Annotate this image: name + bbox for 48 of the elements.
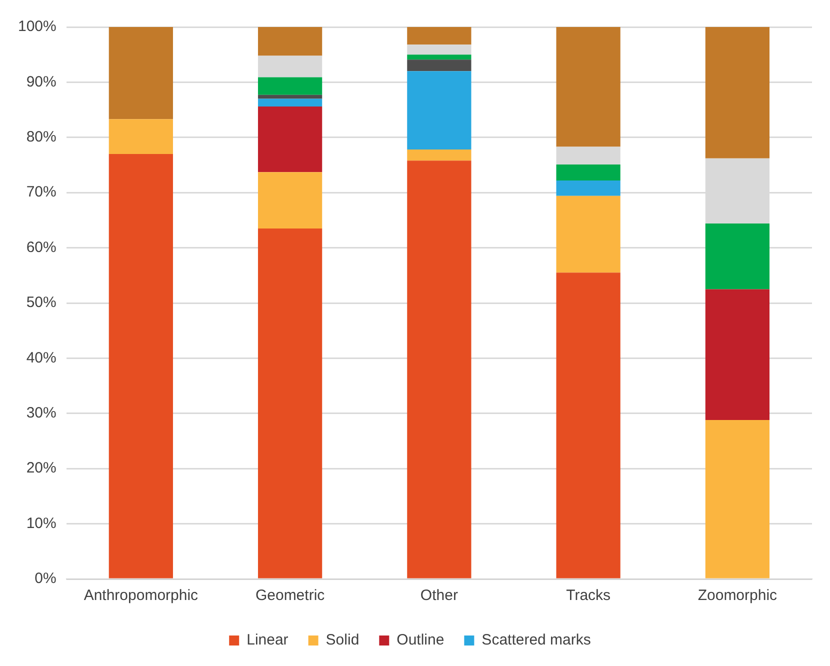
x-tick-label: Other — [420, 587, 458, 604]
y-tick-label: 60% — [26, 238, 56, 256]
bar — [556, 272, 620, 578]
y-tick-label: 20% — [26, 460, 56, 477]
bar — [556, 196, 620, 273]
bar — [108, 119, 173, 154]
bar — [258, 228, 322, 578]
y-tick-label: 30% — [26, 404, 56, 422]
legend-label: Linear — [246, 632, 288, 649]
bar — [108, 27, 173, 120]
bar — [258, 106, 322, 172]
bar — [108, 154, 173, 578]
x-tick-label: Tracks — [566, 587, 611, 604]
y-tick-label: 10% — [26, 514, 56, 532]
legend-label: Scattered marks — [482, 632, 591, 649]
y-tick-label: 50% — [26, 294, 56, 312]
y-tick-label: 80% — [26, 128, 56, 146]
bar — [258, 77, 322, 95]
bar — [407, 27, 472, 45]
bar — [258, 27, 322, 56]
x-tick-label: Anthropomorphic — [84, 587, 199, 604]
bar — [705, 224, 770, 290]
bar — [258, 56, 322, 78]
legend-label: Solid — [326, 632, 360, 649]
bar — [705, 289, 770, 420]
bar — [556, 164, 620, 180]
bar — [407, 150, 472, 161]
bar — [705, 420, 770, 578]
bar — [556, 27, 620, 147]
legend-label: Outline — [396, 632, 444, 649]
y-tick-label: 90% — [26, 73, 56, 90]
x-tick-label: Zoomorphic — [698, 587, 778, 604]
y-tick-label: 100% — [18, 18, 56, 36]
bar — [705, 27, 770, 158]
bar — [258, 98, 322, 106]
bar — [556, 180, 620, 196]
x-tick-label: Geometric — [255, 587, 326, 604]
bar — [556, 146, 620, 164]
bar — [407, 44, 472, 55]
bar — [407, 71, 472, 150]
y-tick-label: 0% — [34, 570, 56, 588]
y-tick-label: 70% — [26, 184, 56, 201]
bar — [407, 54, 472, 60]
bar — [407, 160, 472, 578]
bar — [258, 94, 322, 99]
bar — [258, 172, 322, 228]
y-tick-label: 40% — [26, 349, 56, 366]
bar — [407, 60, 472, 72]
